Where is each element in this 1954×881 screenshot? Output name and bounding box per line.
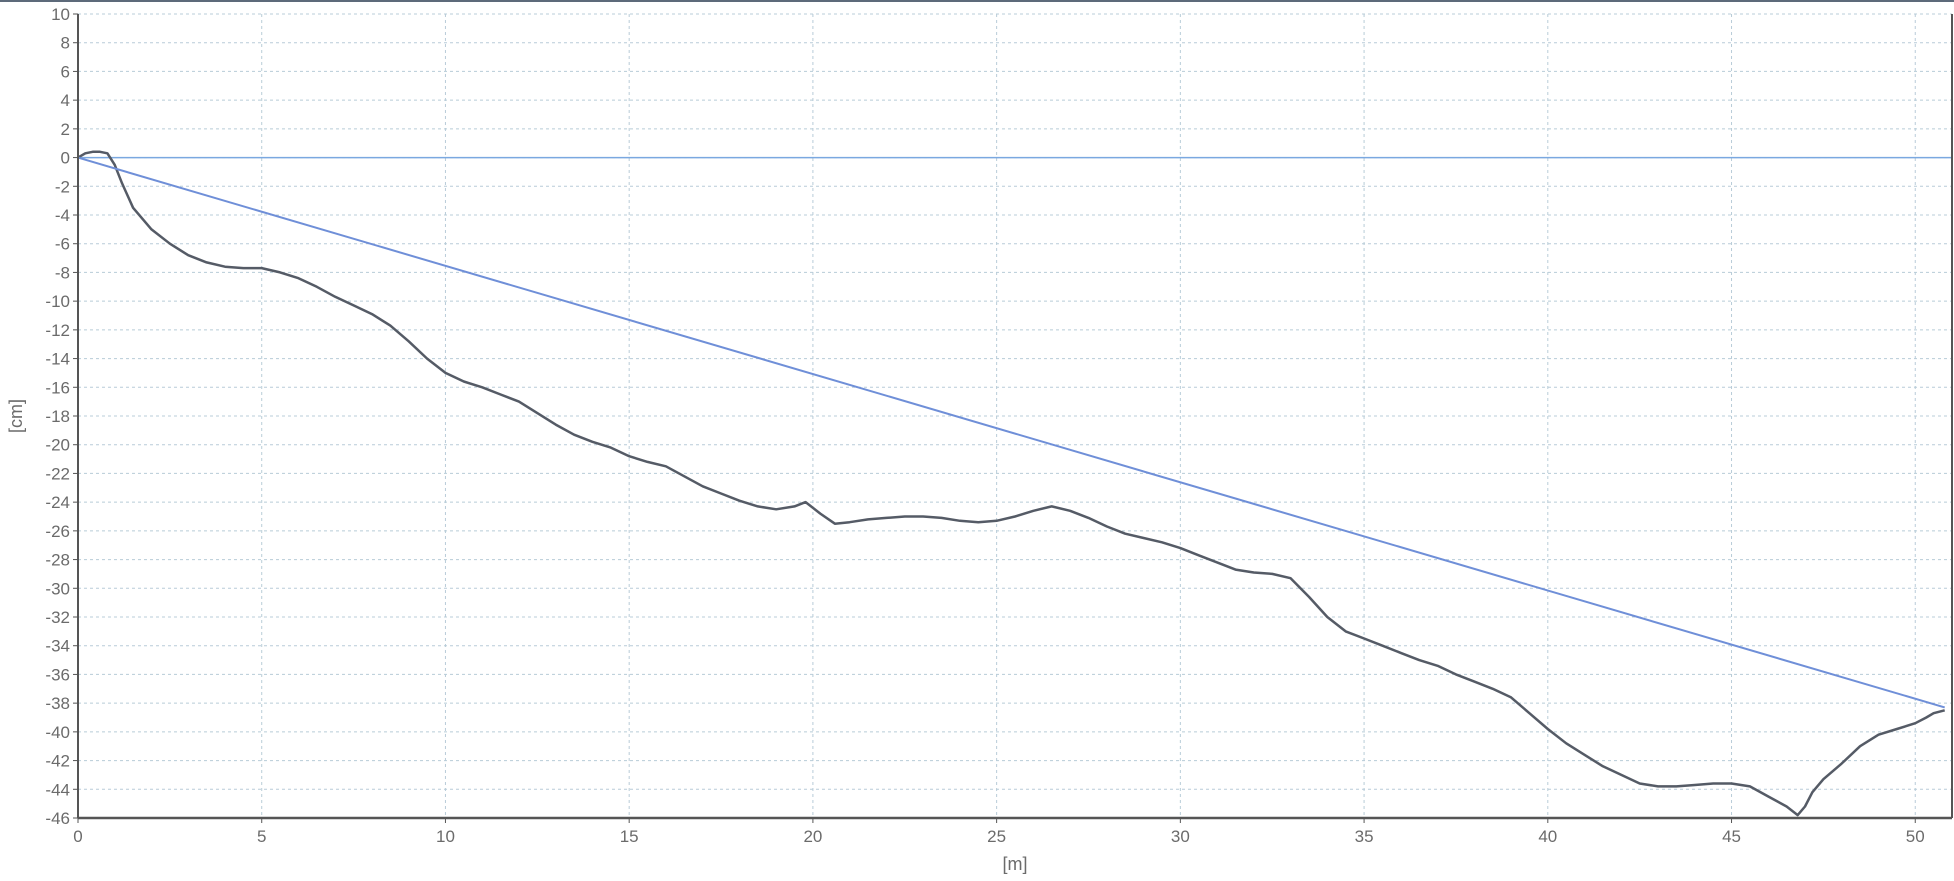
series-layer: [77, 150, 1946, 817]
y-tick-label: -10: [45, 292, 70, 311]
y-tick-label: -42: [45, 752, 70, 771]
y-tick-label: -16: [45, 378, 70, 397]
y-tick-label: -14: [45, 350, 70, 369]
x-tick-label: 10: [436, 827, 455, 846]
x-tick-label: 40: [1538, 827, 1557, 846]
x-tick-label: 20: [803, 827, 822, 846]
y-tick-label: -6: [55, 235, 70, 254]
y-tick-label: -30: [45, 579, 70, 598]
y-tick-label: -36: [45, 665, 70, 684]
y-tick-label: -46: [45, 809, 70, 828]
y-tick-label: -24: [45, 493, 70, 512]
y-tick-label: -18: [45, 407, 70, 426]
y-tick-label: 6: [61, 62, 70, 81]
reference-line: [77, 156, 1945, 709]
y-tick-label: 8: [61, 34, 70, 53]
tick-labels: 1086420-2-4-6-8-10-12-14-16-18-20-22-24-…: [45, 5, 1924, 846]
y-tick-label: -22: [45, 464, 70, 483]
y-tick-label: -40: [45, 723, 70, 742]
y-tick-label: -26: [45, 522, 70, 541]
x-tick-label: 0: [73, 827, 82, 846]
y-tick-label: -20: [45, 436, 70, 455]
x-tick-label: 50: [1906, 827, 1925, 846]
y-tick-label: -2: [55, 177, 70, 196]
x-axis-title: [m]: [1003, 854, 1028, 874]
y-tick-label: 10: [51, 5, 70, 24]
y-tick-label: -28: [45, 551, 70, 570]
y-tick-label: 4: [61, 91, 70, 110]
y-tick-label: -32: [45, 608, 70, 627]
y-axis-title: [cm]: [6, 399, 26, 433]
axes: [73, 13, 1953, 823]
x-tick-label: 45: [1722, 827, 1741, 846]
y-tick-label: -8: [55, 263, 70, 282]
x-tick-label: 15: [620, 827, 639, 846]
y-tick-label: -44: [45, 780, 70, 799]
y-tick-label: -4: [55, 206, 70, 225]
y-tick-label: 2: [61, 120, 70, 139]
y-tick-label: 0: [61, 149, 70, 168]
y-tick-label: -12: [45, 321, 70, 340]
x-tick-label: 25: [987, 827, 1006, 846]
x-tick-label: 5: [257, 827, 266, 846]
y-tick-label: -34: [45, 637, 70, 656]
profile-line: [77, 150, 1946, 817]
x-tick-label: 30: [1171, 827, 1190, 846]
x-tick-label: 35: [1355, 827, 1374, 846]
y-tick-label: -38: [45, 694, 70, 713]
